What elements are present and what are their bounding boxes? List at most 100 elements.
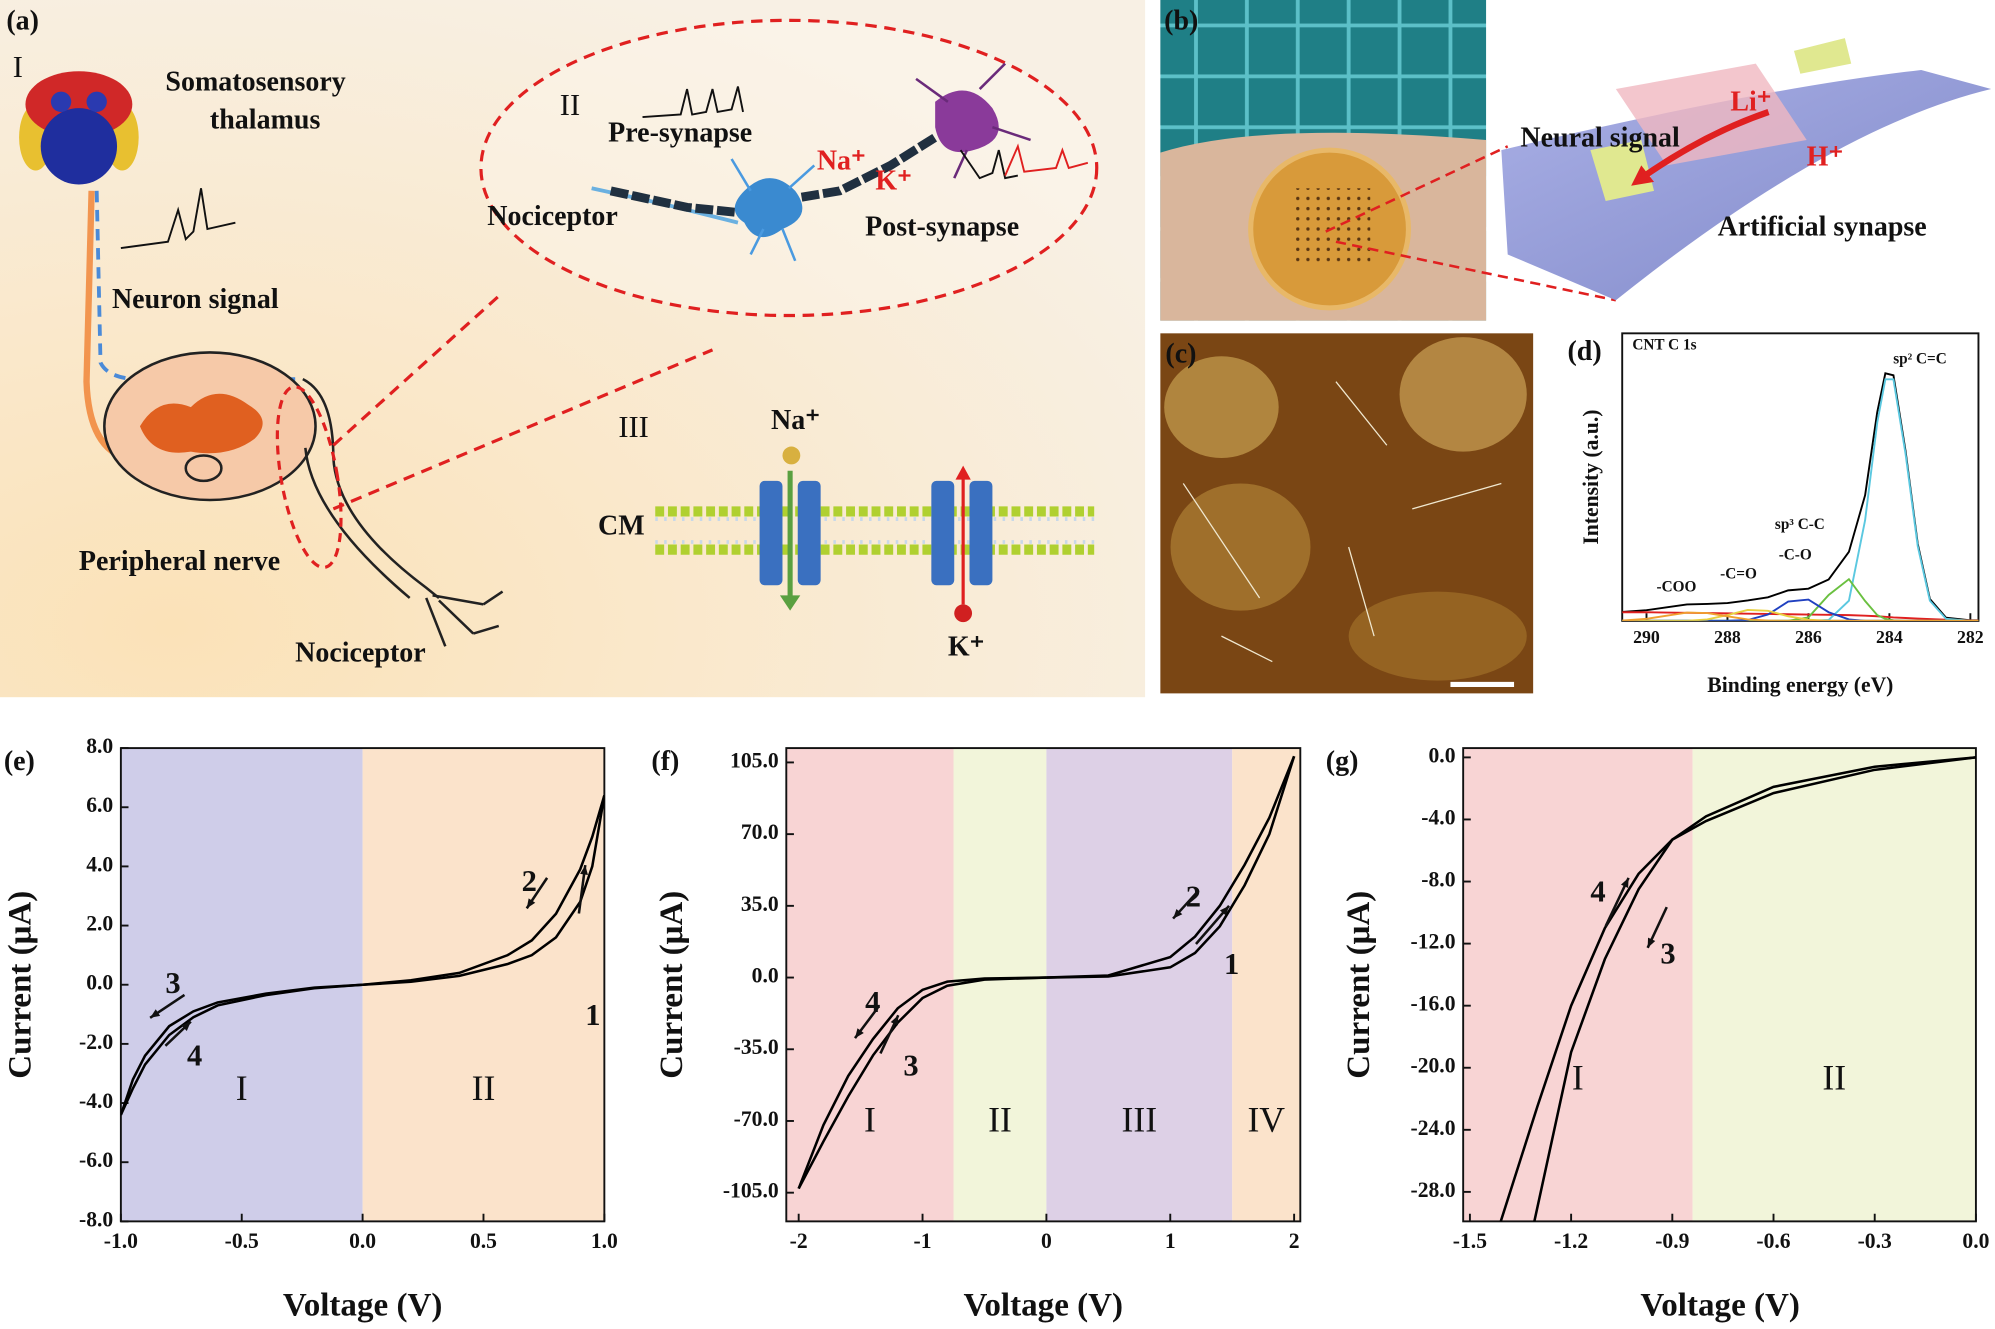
series-line (1622, 598, 1979, 621)
region-label: I (236, 1068, 248, 1108)
y-tick-label: -12.0 (1411, 930, 1456, 954)
y-axis-title: Current (μA) (1341, 891, 1377, 1079)
panel-label: (d) (1568, 336, 1602, 367)
zoom-region (275, 385, 343, 570)
annotation: 1 (1224, 947, 1239, 981)
series-line (362, 795, 605, 986)
charts: 290 288 286 284 282 -COO -C=O -C-O sp³ C-C sp² C=… (2, 332, 1989, 1323)
region-label: III (618, 410, 649, 444)
x-tick-label: -0.6 (1756, 1229, 1790, 1253)
y-tick-label: -28.0 (1411, 1178, 1456, 1202)
label: Peripheral nerve (79, 546, 280, 577)
label: Neuron signal (112, 284, 279, 315)
signal-arrow (1639, 108, 1770, 181)
x-tick-label: -0.9 (1655, 1229, 1689, 1253)
label: Na⁺ (817, 145, 866, 176)
x-tick-label: 290 (1633, 627, 1660, 647)
arrow-head (580, 865, 588, 875)
x-tick-label: -1.2 (1554, 1229, 1588, 1253)
afm-texture (1164, 356, 1279, 459)
x-axis-title: Voltage (V) (1640, 1287, 1799, 1323)
panel-label: (b) (1164, 5, 1198, 36)
region (786, 748, 954, 1222)
nanotube (1182, 381, 1502, 663)
region-label: III (1122, 1100, 1158, 1140)
zoom-line (332, 291, 714, 511)
panel-a: (a) I Somatosensory thalamus Neuron sign… (0, 0, 1146, 698)
spike-trace (120, 188, 236, 250)
region (1463, 748, 1693, 1222)
series-line (797, 976, 1047, 1190)
region (1232, 748, 1301, 1222)
panel-label: (f) (651, 746, 679, 777)
x-tick-label: -0.5 (225, 1229, 259, 1253)
y-axis-title: Current (μA) (654, 891, 690, 1079)
label: Post-synapse (865, 211, 1019, 242)
arrow-head (855, 1028, 864, 1039)
annotation: sp³ C-C (1775, 516, 1825, 533)
plot-frame (1462, 747, 1977, 1223)
annotation: 3 (165, 966, 180, 1000)
x-axis-title: Binding energy (eV) (1707, 673, 1893, 697)
x-tick-label: -0.3 (1858, 1229, 1892, 1253)
region-label: II (560, 88, 580, 122)
afm-texture (1170, 483, 1311, 611)
plot-frame (785, 747, 1302, 1223)
y-tick-label: 0.0 (86, 971, 113, 995)
y-tick-label: 6.0 (86, 793, 113, 817)
x-tick-label: 0.5 (470, 1229, 497, 1253)
annotation: -COO (1657, 578, 1697, 595)
series-line (1622, 608, 1979, 621)
y-tick-label: -105.0 (723, 1179, 779, 1203)
x-tick-label: -1.5 (1453, 1229, 1487, 1253)
panel-c: (c) (1160, 333, 1534, 694)
arrow-head (890, 1015, 899, 1026)
region-label: I (13, 50, 23, 84)
panel-b: (b) Neural signal Li⁺ H⁺ Artificial syna… (1160, 0, 1992, 321)
x-tick-label: 1 (1165, 1229, 1176, 1253)
y-tick-label: -4.0 (79, 1089, 113, 1113)
label: CM (598, 510, 645, 541)
x-tick-label: 2 (1289, 1229, 1300, 1253)
y-tick-label: -8.0 (1421, 868, 1455, 892)
panel-label: (a) (6, 5, 39, 36)
annotation: 4 (187, 1039, 202, 1073)
annotation: 2 (522, 864, 537, 898)
x-tick-label: 284 (1876, 627, 1903, 647)
arrow-head (1173, 908, 1183, 919)
region-label: II (1822, 1058, 1846, 1098)
x-tick-label: -2 (790, 1229, 808, 1253)
x-axis-title: Voltage (V) (964, 1287, 1123, 1323)
x-tick-label: 0.0 (349, 1229, 376, 1253)
y-tick-label: 4.0 (86, 852, 113, 876)
series-line (1046, 755, 1296, 979)
arrow-head (150, 1009, 161, 1018)
series-line (120, 983, 363, 1116)
x-tick-label: 1.0 (591, 1229, 618, 1253)
arrow-head (1647, 937, 1656, 948)
x-tick-label: 286 (1795, 627, 1822, 647)
y-tick-label: -20.0 (1411, 1054, 1456, 1078)
channel (1615, 63, 1807, 166)
annotation: 4 (1590, 874, 1605, 908)
substrate (1501, 69, 1992, 301)
x-tick-label: 288 (1714, 627, 1741, 647)
nucleus (184, 454, 223, 483)
arrow-head (1219, 905, 1230, 916)
label: Nociceptor (487, 201, 618, 232)
x-tick-label: 0.0 (1962, 1229, 1989, 1253)
label: K⁺ (948, 631, 985, 662)
panel-label: (e) (4, 746, 35, 777)
thalamus-icon (19, 71, 139, 185)
series-line (362, 795, 605, 986)
ganglion-core (139, 393, 263, 454)
y-tick-label: -70.0 (734, 1107, 779, 1131)
y-tick-label: 70.0 (741, 820, 779, 844)
annotation: 3 (903, 1049, 918, 1083)
y-tick-label: -8.0 (79, 1207, 113, 1231)
series-line (1046, 755, 1296, 979)
region (953, 748, 1047, 1222)
region-label: II (472, 1068, 496, 1108)
synapse-illustration (591, 62, 1089, 262)
